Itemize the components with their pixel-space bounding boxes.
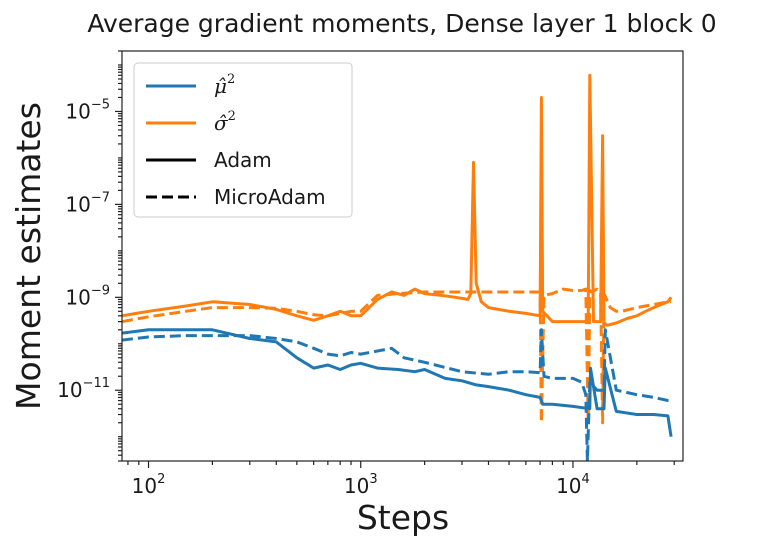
legend-label-3: MicroAdam	[214, 185, 326, 209]
series-line-1	[122, 287, 672, 425]
x-ticks: 102 103 104	[127, 461, 675, 498]
legend-label-0: μ̂2	[214, 72, 235, 98]
y-tick-label-3: 10−5	[65, 97, 110, 123]
legend: μ̂2 σ̂2 Adam MicroAdam	[133, 62, 353, 218]
plot-frame	[121, 50, 684, 462]
y-tick-label-2: 10−7	[65, 190, 110, 216]
x-tick-label-0: 102	[132, 472, 166, 498]
series-line-2	[122, 328, 673, 437]
legend-label-2: Adam	[214, 148, 272, 172]
legend-label-1: σ̂2	[214, 109, 236, 135]
x-tick-label-2: 104	[556, 472, 590, 498]
chart-title: Average gradient moments, Dense layer 1 …	[87, 9, 716, 38]
y-axis-label: Moment estimates	[9, 102, 48, 410]
legend-box	[133, 62, 353, 218]
x-tick-label-1: 103	[344, 472, 378, 498]
y-tick-label-1: 10−9	[65, 283, 110, 309]
x-axis-label: Steps	[357, 498, 449, 537]
series-layer	[122, 73, 673, 461]
y-ticks: 10−11 10−9 10−7 10−5	[57, 50, 122, 462]
y-tick-label-0: 10−11	[57, 376, 110, 402]
